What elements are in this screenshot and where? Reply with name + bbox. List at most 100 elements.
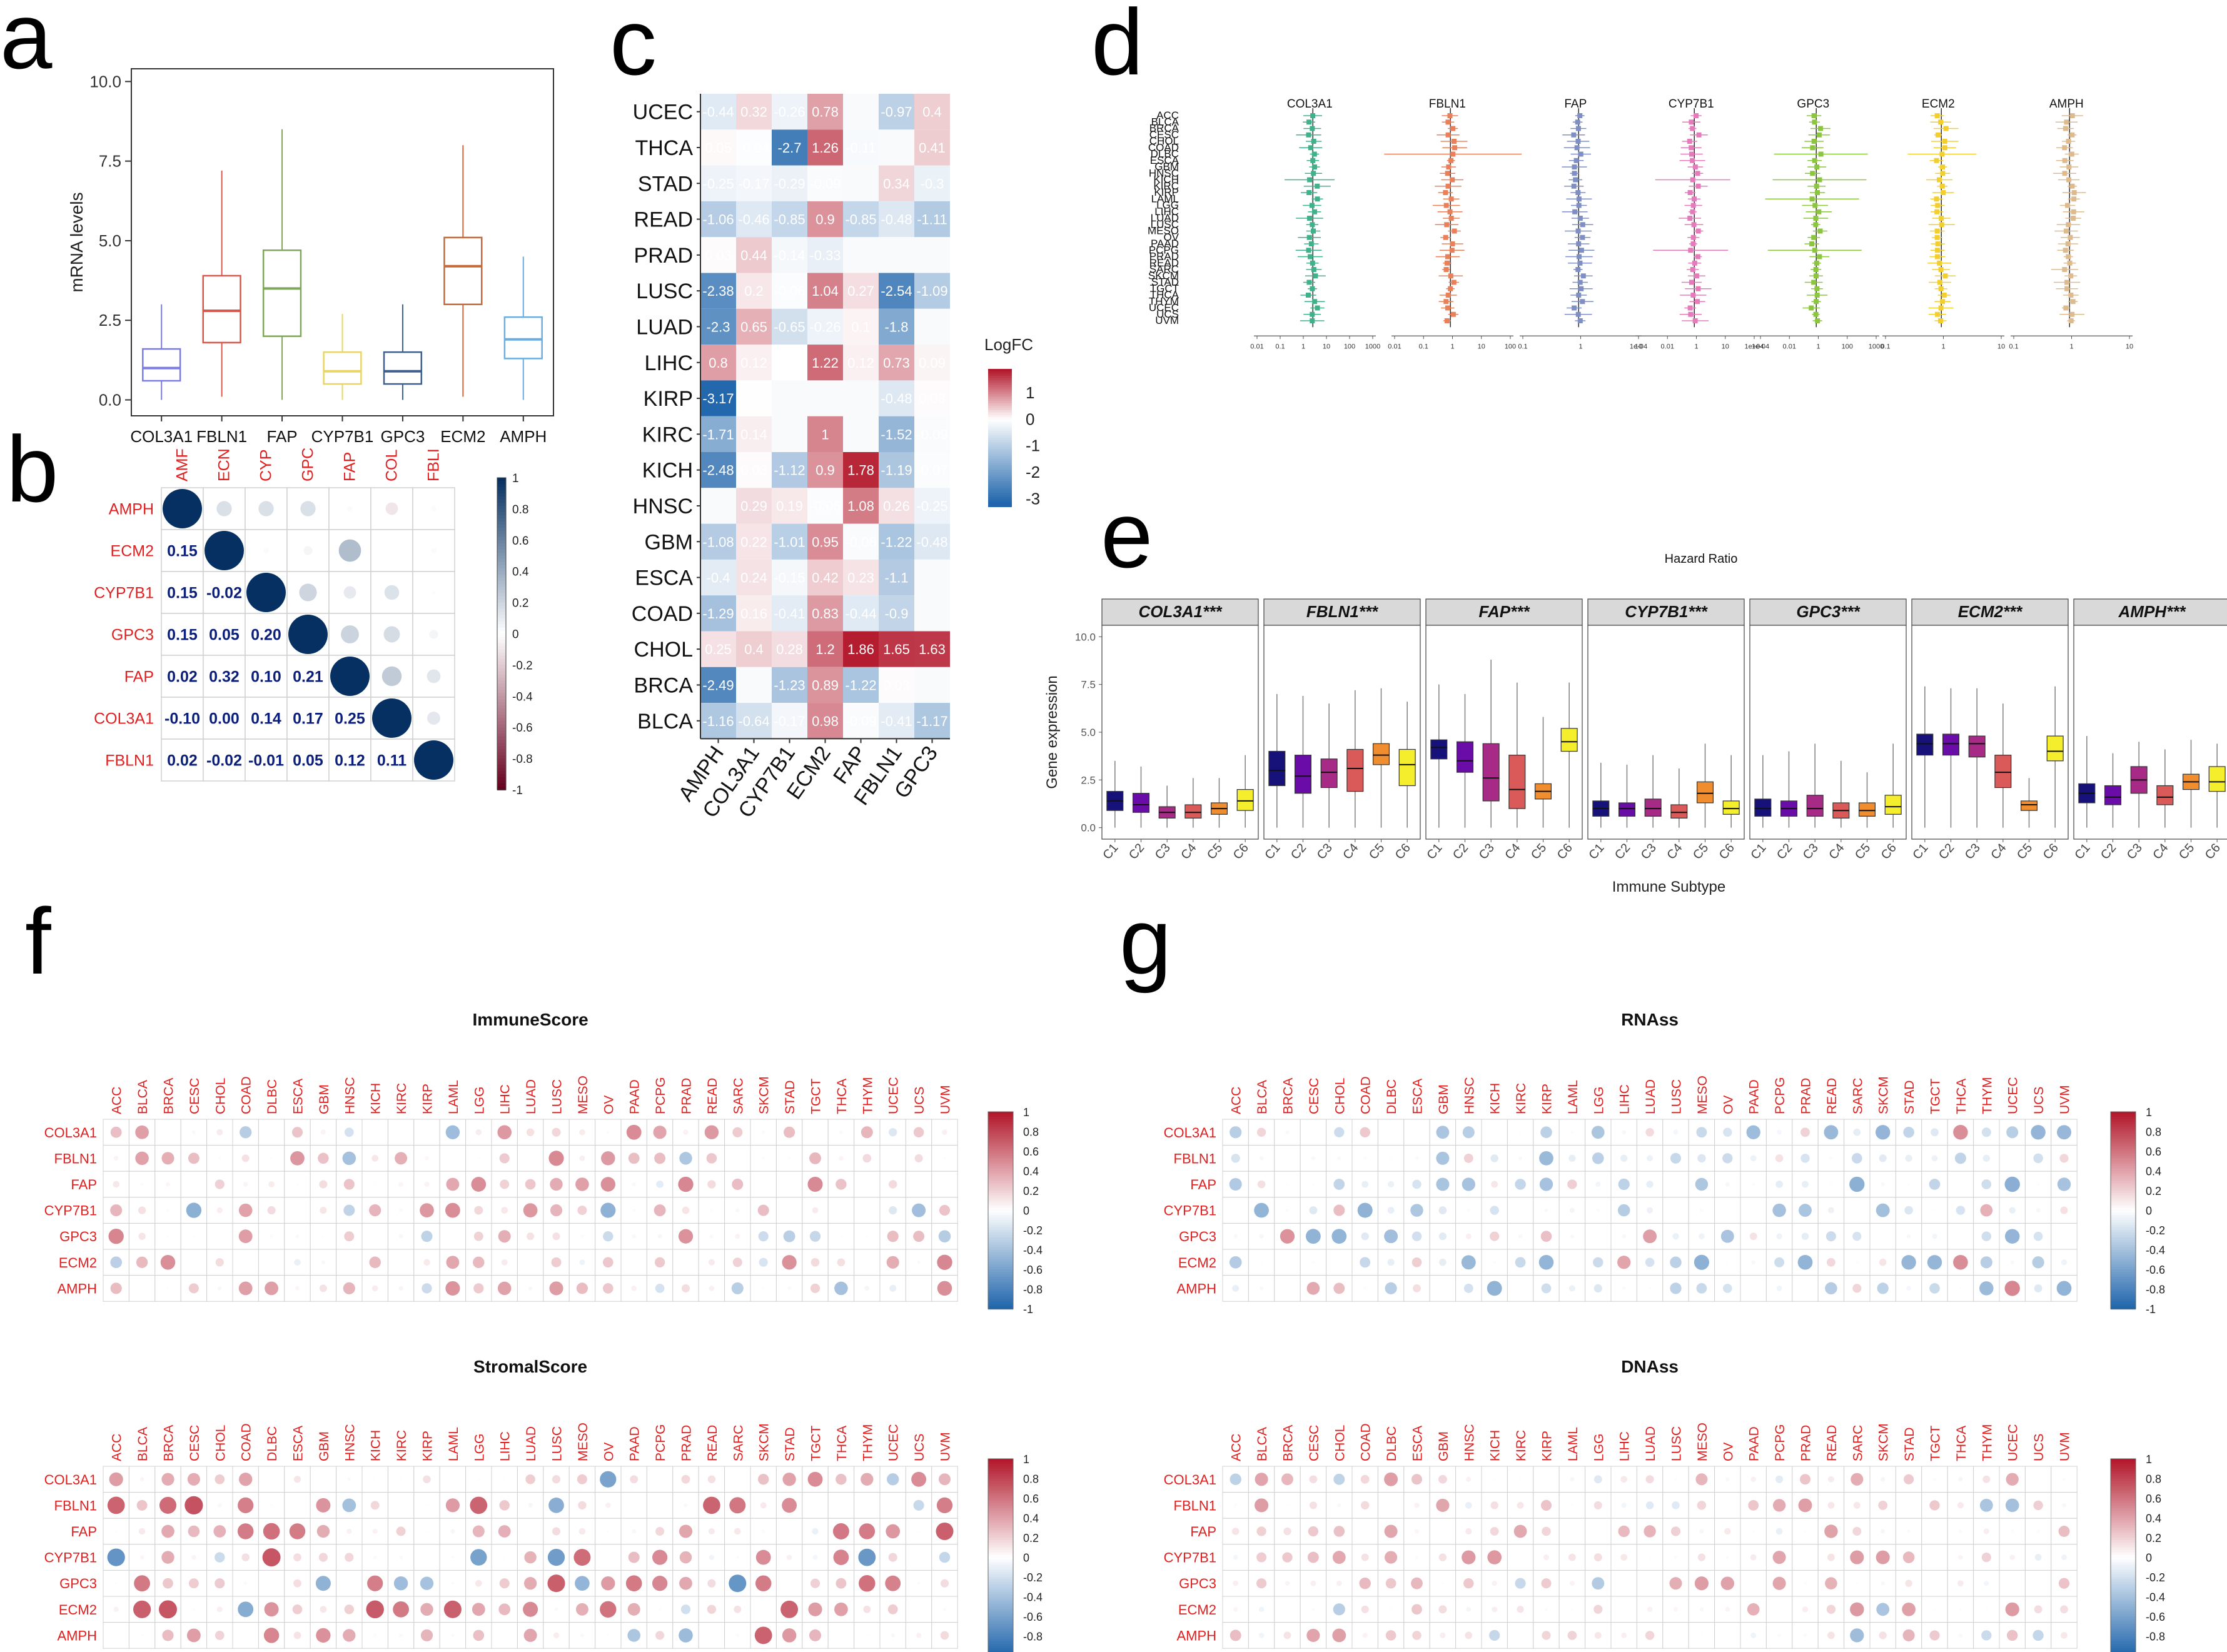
corr-dot	[343, 1629, 356, 1642]
colorbar-step	[988, 1554, 1013, 1558]
corr-dot	[2034, 1554, 2042, 1561]
corr-dot	[782, 1255, 797, 1270]
hr-point	[1448, 286, 1453, 291]
cancer-col-label: UVM	[939, 1432, 953, 1461]
colorbar-step	[2111, 1294, 2136, 1297]
heatmap-cell	[772, 416, 807, 452]
box-C3	[1806, 795, 1824, 817]
colorbar-step	[988, 1289, 1013, 1292]
colorbar-step	[2111, 1491, 2136, 1494]
cancer-col-label: STAD	[1902, 1080, 1917, 1114]
x-tick-label: C4	[1664, 841, 1685, 862]
colorbar-step	[497, 652, 506, 657]
corr-dot	[243, 1182, 248, 1187]
legend-step	[988, 504, 1012, 507]
corr-dot	[1567, 1631, 1577, 1640]
corr-dot	[681, 1474, 690, 1484]
colorbar-step	[988, 1112, 1013, 1115]
cancer-label: UCEC	[1149, 302, 1179, 314]
cancer-col-label: BRCA	[1281, 1078, 1296, 1114]
colorbar-step	[2111, 1513, 2136, 1516]
colorbar-tick: 0.8	[1023, 1126, 1039, 1139]
heatmap-value: -0.97	[881, 104, 912, 120]
cancer-label: THYM	[1149, 295, 1179, 307]
box-C3	[1320, 758, 1338, 788]
corr-dot	[425, 1156, 429, 1161]
corr-cell	[1973, 1544, 2000, 1571]
colorbar-tick: 0	[1023, 1552, 1029, 1564]
heatmap-cell	[700, 165, 736, 201]
corr-dot	[1233, 1234, 1238, 1239]
corr-dot	[866, 1634, 869, 1637]
corr-dot	[2036, 1182, 2040, 1186]
corr-cell	[1973, 1622, 2000, 1649]
colorbar-step	[497, 671, 506, 675]
hr-point	[1816, 209, 1822, 214]
hr-point	[1938, 119, 1944, 125]
corr-dot	[788, 1582, 791, 1585]
legend-step	[988, 380, 1012, 383]
heatmap-cell	[807, 94, 843, 130]
corr-cell	[328, 697, 371, 740]
colorbar-step	[2111, 1202, 2136, 1206]
corr-dot	[343, 1282, 355, 1294]
corr-dot	[1855, 1261, 1859, 1264]
heatmap-row-label: LIHC	[645, 351, 693, 375]
heatmap-cell	[807, 452, 843, 488]
corr-dot	[400, 1131, 403, 1134]
legend-tick: 0	[1026, 410, 1034, 428]
corr-dot	[1309, 1501, 1317, 1509]
colorbar-step	[497, 583, 506, 588]
corr-dot	[579, 1129, 585, 1136]
corr-dot	[1232, 1284, 1240, 1292]
colorbar-step	[2111, 1621, 2136, 1624]
corr-dot	[1311, 1608, 1315, 1611]
x-tick-label: C4	[1502, 841, 1523, 862]
facet-frame	[2073, 625, 2227, 840]
hr-point	[1306, 119, 1312, 125]
colorbar-step	[988, 1535, 1013, 1539]
corr-dot	[1800, 1127, 1810, 1137]
corr-dot	[632, 1234, 636, 1239]
y-tick-label: 0.0	[1081, 822, 1096, 834]
corr-dot	[1855, 1581, 1859, 1585]
corr-dot	[601, 1151, 615, 1166]
colorbar-step	[988, 1274, 1013, 1277]
corr-dot	[710, 1634, 713, 1637]
corr-dot	[1594, 1631, 1602, 1639]
corr-dot	[1981, 1127, 1991, 1137]
colorbar-step	[497, 515, 506, 519]
colorbar-step	[2111, 1149, 2136, 1152]
x-tick-label: C2	[1288, 841, 1309, 862]
corr-dot	[1827, 1631, 1835, 1639]
corr-dot	[1695, 1177, 1709, 1191]
corr-dot	[679, 1576, 692, 1590]
corr-circle	[338, 539, 361, 562]
cancer-label: TGCT	[1150, 283, 1179, 295]
heatmap-value: 0.89	[812, 677, 839, 693]
heatmap-cell	[914, 631, 950, 667]
corr-dot	[525, 1179, 536, 1190]
heatmap-cell	[843, 488, 879, 524]
heatmap-cell	[700, 345, 736, 381]
corr-dot	[1958, 1633, 1962, 1638]
corr-dot	[1385, 1282, 1397, 1294]
corr-dot	[523, 1601, 538, 1617]
corr-dot	[451, 1235, 454, 1238]
corr-dot	[346, 1528, 352, 1534]
colorbar-step	[497, 762, 506, 766]
colorbar-step	[497, 640, 506, 644]
colorbar-step	[497, 658, 506, 663]
box-C4	[1670, 804, 1688, 819]
corr-dot	[1545, 1478, 1548, 1481]
corr-dot	[342, 1498, 356, 1513]
heatmap-value: 1.2	[816, 642, 835, 657]
colorbar-step	[988, 1641, 1013, 1644]
corr-dot	[423, 1475, 431, 1484]
corr-dot	[866, 1235, 869, 1238]
legend-step	[988, 449, 1012, 452]
forest-gene-title: FAP	[1564, 98, 1587, 111]
corr-dot	[810, 1578, 821, 1588]
box-C6	[1398, 748, 1416, 787]
corr-dot	[1902, 1629, 1915, 1641]
